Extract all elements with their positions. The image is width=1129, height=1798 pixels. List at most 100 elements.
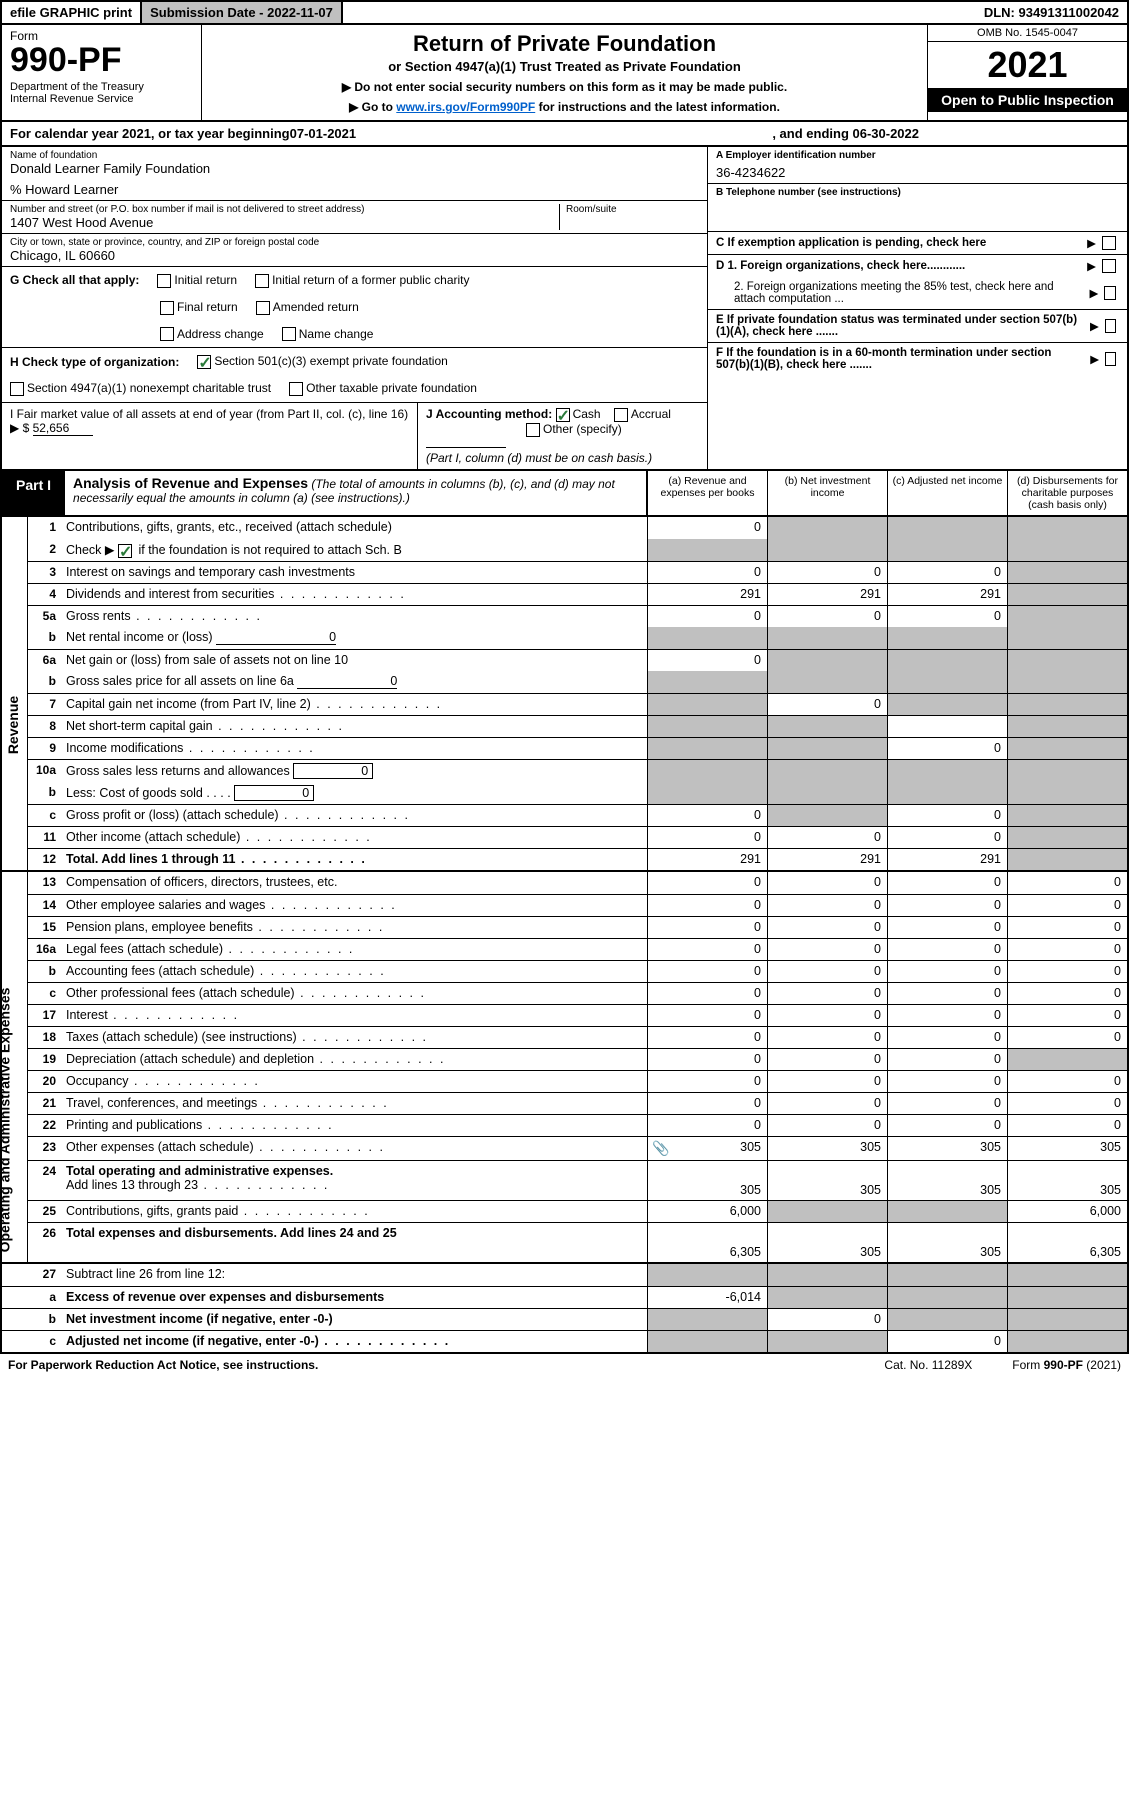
check-initial-former[interactable] — [255, 274, 269, 288]
header-left: Form 990-PF Department of the Treasury I… — [2, 25, 202, 120]
room-suite-label: Room/suite — [566, 204, 699, 215]
foundation-name: Name of foundation Donald Learner Family… — [2, 147, 707, 201]
check-accrual[interactable] — [614, 408, 628, 422]
line-6a: 6aNet gain or (loss) from sale of assets… — [28, 649, 1127, 671]
col-d-header: (d) Disbursements for charitable purpose… — [1007, 471, 1127, 515]
line-2: 2Check ▶ if the foundation is not requir… — [28, 539, 1127, 561]
part-1-tab: Part I — [2, 471, 65, 515]
check-501c3[interactable] — [197, 355, 211, 369]
check-name-change[interactable] — [282, 327, 296, 341]
line-16a: 16aLegal fees (attach schedule)0000 — [28, 938, 1127, 960]
open-inspection: Open to Public Inspection — [928, 88, 1127, 112]
info-grid: Name of foundation Donald Learner Family… — [0, 147, 1129, 471]
check-cash[interactable] — [556, 408, 570, 422]
part-1-table: Revenue 1Contributions, gifts, grants, e… — [0, 517, 1129, 1354]
city-row: City or town, state or province, country… — [2, 234, 707, 267]
line-18: 18Taxes (attach schedule) (see instructi… — [28, 1026, 1127, 1048]
line-8: 8Net short-term capital gain — [28, 715, 1127, 737]
line-24: 24Total operating and administrative exp… — [28, 1160, 1127, 1200]
section-e: E If private foundation status was termi… — [708, 310, 1127, 343]
line-5b: bNet rental income or (loss) 0 — [28, 627, 1127, 649]
footer-left: For Paperwork Reduction Act Notice, see … — [8, 1358, 318, 1372]
check-other-method[interactable] — [526, 423, 540, 437]
check-d2[interactable] — [1104, 286, 1116, 300]
line-5a: 5aGross rents000 — [28, 605, 1127, 627]
line-19: 19Depreciation (attach schedule) and dep… — [28, 1048, 1127, 1070]
line-22: 22Printing and publications0000 — [28, 1114, 1127, 1136]
check-c[interactable] — [1102, 236, 1116, 250]
footer-catno: Cat. No. 11289X — [884, 1358, 972, 1372]
ein-cell: A Employer identification number 36-4234… — [708, 147, 1127, 184]
calendar-year-row: For calendar year 2021, or tax year begi… — [0, 122, 1129, 147]
line-23: 23Other expenses (attach schedule)📎30530… — [28, 1136, 1127, 1160]
line-25: 25Contributions, gifts, grants paid6,000… — [28, 1200, 1127, 1222]
check-4947a1[interactable] — [10, 382, 24, 396]
section-d2: 2. Foreign organizations meeting the 85%… — [708, 277, 1127, 310]
section-i-j: I Fair market value of all assets at end… — [2, 402, 707, 469]
section-f: F If the foundation is in a 60-month ter… — [708, 343, 1127, 375]
note-2: ▶ Go to www.irs.gov/Form990PF for instru… — [212, 100, 917, 114]
section-g: G Check all that apply: Initial return I… — [2, 267, 707, 348]
check-d1[interactable] — [1102, 259, 1116, 273]
footer-formref: Form 990-PF (2021) — [1012, 1358, 1121, 1372]
check-f[interactable] — [1105, 352, 1116, 366]
efile-label: efile GRAPHIC print — [2, 2, 142, 23]
check-final-return[interactable] — [160, 301, 174, 315]
header-center: Return of Private Foundation or Section … — [202, 25, 927, 120]
line-17: 17Interest0000 — [28, 1004, 1127, 1026]
irs-link[interactable]: www.irs.gov/Form990PF — [396, 100, 535, 114]
line-10c: cGross profit or (loss) (attach schedule… — [28, 804, 1127, 826]
fmv-label: I Fair market value of all assets at end… — [10, 407, 408, 421]
line-27: 27Subtract line 26 from line 12: — [2, 1264, 1127, 1286]
line-1: 1Contributions, gifts, grants, etc., rec… — [28, 517, 1127, 539]
line-13: 13Compensation of officers, directors, t… — [28, 872, 1127, 894]
check-address-change[interactable] — [160, 327, 174, 341]
form-subtitle: or Section 4947(a)(1) Trust Treated as P… — [212, 59, 917, 74]
line-10b: bLess: Cost of goods sold . . . . 0 — [28, 782, 1127, 804]
page-footer: For Paperwork Reduction Act Notice, see … — [0, 1354, 1129, 1376]
check-amended-return[interactable] — [256, 301, 270, 315]
submission-date: Submission Date - 2022-11-07 — [142, 2, 343, 23]
dln: DLN: 93491311002042 — [976, 2, 1127, 23]
col-b-header: (b) Net investment income — [767, 471, 887, 515]
col-c-header: (c) Adjusted net income — [887, 471, 1007, 515]
check-e[interactable] — [1105, 319, 1116, 333]
column-headers: (a) Revenue and expenses per books (b) N… — [646, 471, 1127, 515]
fmv-value: 52,656 — [33, 421, 93, 436]
dept-label: Department of the Treasury Internal Reve… — [10, 81, 193, 105]
cash-basis-note: (Part I, column (d) must be on cash basi… — [426, 451, 652, 465]
form-number: 990-PF — [10, 43, 193, 77]
line-10a: 10aGross sales less returns and allowanc… — [28, 759, 1127, 782]
line-4: 4Dividends and interest from securities2… — [28, 583, 1127, 605]
line-20: 20Occupancy0000 — [28, 1070, 1127, 1092]
check-initial-return[interactable] — [157, 274, 171, 288]
expenses-vlabel: Operating and Administrative Expenses — [2, 872, 28, 1262]
line-26: 26Total expenses and disbursements. Add … — [28, 1222, 1127, 1262]
line-15: 15Pension plans, employee benefits0000 — [28, 916, 1127, 938]
address-row: Number and street (or P.O. box number if… — [2, 201, 707, 234]
line-27a: aExcess of revenue over expenses and dis… — [2, 1286, 1127, 1308]
section-d1: D 1. Foreign organizations, check here..… — [708, 255, 1127, 277]
line-11: 11Other income (attach schedule)000 — [28, 826, 1127, 848]
top-bar: efile GRAPHIC print Submission Date - 20… — [0, 0, 1129, 25]
col-a-header: (a) Revenue and expenses per books — [647, 471, 767, 515]
line-7: 7Capital gain net income (from Part IV, … — [28, 693, 1127, 715]
tax-year: 2021 — [928, 42, 1127, 88]
header-right: OMB No. 1545-0047 2021 Open to Public In… — [927, 25, 1127, 120]
check-sch-b[interactable] — [118, 544, 132, 558]
revenue-vlabel: Revenue — [2, 517, 28, 870]
section-h: H Check type of organization: Section 50… — [2, 348, 707, 402]
part-1-header: Part I Analysis of Revenue and Expenses … — [0, 471, 1129, 517]
line-27b: bNet investment income (if negative, ent… — [2, 1308, 1127, 1330]
info-right: A Employer identification number 36-4234… — [707, 147, 1127, 469]
line-3: 3Interest on savings and temporary cash … — [28, 561, 1127, 583]
part-1-desc: Analysis of Revenue and Expenses (The to… — [65, 471, 646, 515]
line-27c: cAdjusted net income (if negative, enter… — [2, 1330, 1127, 1352]
line-9: 9Income modifications0 — [28, 737, 1127, 759]
line-14: 14Other employee salaries and wages0000 — [28, 894, 1127, 916]
omb-number: OMB No. 1545-0047 — [928, 25, 1127, 42]
line-12: 12Total. Add lines 1 through 11291291291 — [28, 848, 1127, 870]
attachment-icon[interactable]: 📎 — [652, 1140, 669, 1157]
section-c: C If exemption application is pending, c… — [708, 232, 1127, 255]
check-other-taxable[interactable] — [289, 382, 303, 396]
